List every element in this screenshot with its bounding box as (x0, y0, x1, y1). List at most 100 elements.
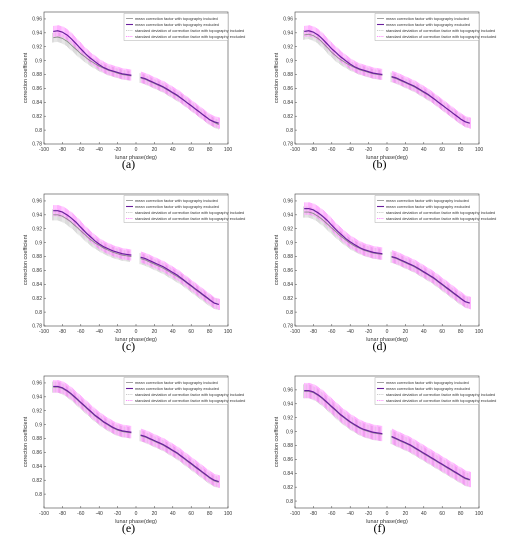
legend-entry: mean correction factor with topography i… (386, 16, 469, 21)
y-tick-label: 0.88 (32, 72, 42, 78)
x-tick-label: -100 (290, 147, 300, 153)
legend-box (374, 13, 480, 41)
y-tick-label: 0.78 (283, 142, 293, 148)
y-tick-label: 0.8 (35, 310, 42, 316)
x-tick-label: 80 (207, 329, 213, 335)
x-tick-label: -80 (59, 511, 66, 517)
mean-line-excluded (391, 255, 470, 304)
x-tick-label: 60 (439, 511, 445, 517)
x-tick-label: 60 (439, 147, 445, 153)
y-tick-label: 0.96 (32, 17, 42, 23)
y-tick-label: 0.82 (32, 478, 42, 484)
y-tick-label: 0.9 (35, 240, 42, 246)
mean-line-excluded (53, 385, 132, 433)
chart-svg: -100 -80 -60 -40 -20 0 20 40 60 80 100 0.78 0.8 0.82 0… (274, 11, 496, 161)
y-tick-label: 0.86 (283, 268, 293, 274)
y-tick-label: 0.86 (283, 457, 293, 463)
y-tick-label: 0.92 (283, 226, 293, 232)
y-tick-label: 0.84 (32, 282, 42, 288)
y-axis-label: correction coefficient (23, 416, 29, 467)
mean-line-included (304, 211, 383, 255)
legend-entry: standard deviation of correction factor … (386, 210, 495, 215)
x-tick-label: -100 (39, 329, 49, 335)
y-tick-label: 0.9 (286, 240, 293, 246)
mean-line-included (304, 33, 383, 76)
y-tick-label: 0.94 (283, 31, 293, 37)
y-tick-label: 0.96 (283, 199, 293, 205)
y-tick-label: 0.94 (283, 401, 293, 407)
y-axis-label: correction coefficient (274, 52, 280, 103)
x-tick-label: 80 (207, 147, 213, 153)
x-tick-label: 20 (403, 511, 409, 517)
mean-line-excluded (304, 30, 383, 76)
panel-label: (a) (121, 157, 136, 171)
x-tick-label: 20 (403, 147, 409, 153)
y-tick-label: 0.92 (283, 415, 293, 421)
y-tick-label: 0.86 (32, 450, 42, 456)
x-tick-label: -40 (96, 147, 103, 153)
y-tick-label: 0.84 (32, 100, 42, 106)
y-tick-label: 0.78 (32, 324, 42, 330)
x-tick-label: -60 (328, 329, 335, 335)
legend-entry: mean correction factor with topography e… (386, 204, 470, 209)
y-tick-label: 0.92 (32, 226, 42, 232)
legend-entry: mean correction factor with topography e… (386, 22, 470, 27)
y-tick-label: 0.94 (283, 213, 293, 219)
x-tick-label: -20 (365, 329, 372, 335)
y-axis-label: correction coefficient (274, 234, 280, 285)
x-tick-label: 60 (188, 511, 194, 517)
x-tick-label: 80 (207, 511, 213, 517)
x-tick-label: 100 (475, 147, 484, 153)
y-tick-label: 0.92 (32, 44, 42, 50)
legend-entry: standard deviation of correction factor … (386, 34, 496, 39)
legend-entry: mean correction factor with topography i… (386, 380, 469, 385)
x-tick-label: -60 (77, 511, 84, 517)
legend-entry: mean correction factor with topography e… (135, 204, 219, 209)
y-tick-label: 0.8 (286, 310, 293, 316)
chart-panel: -100 -80 -60 -40 -20 0 20 40 60 80 100 0.78 0.8 0.82 0… (6, 4, 251, 172)
y-tick-label: 0.82 (283, 485, 293, 491)
mean-line-excluded (140, 76, 219, 124)
chart-svg: -100 -80 -60 -40 -20 0 20 40 60 80 100 0.8 0.82 0.84 0… (23, 375, 245, 525)
x-tick-label: -20 (114, 147, 121, 153)
x-tick-label: -100 (39, 147, 49, 153)
x-tick-label: 0 (135, 511, 138, 517)
legend-box (123, 195, 229, 223)
mean-line-included (53, 36, 132, 77)
y-tick-label: 0.9 (286, 429, 293, 435)
mean-line-excluded (53, 30, 132, 76)
legend-box (374, 195, 480, 223)
x-tick-label: 100 (475, 511, 484, 517)
x-axis-label: lunar phase(deg) (366, 155, 408, 161)
x-tick-label: -60 (77, 329, 84, 335)
y-axis-label: correction coefficient (23, 52, 29, 103)
x-tick-label: 80 (458, 147, 464, 153)
legend-box (123, 13, 229, 41)
x-tick-label: -100 (39, 511, 49, 517)
x-tick-label: -20 (365, 511, 372, 517)
x-tick-label: -100 (290, 329, 300, 335)
legend-entry: standard deviation of correction factor … (386, 216, 496, 221)
y-tick-label: 0.82 (32, 114, 42, 120)
x-tick-label: -20 (365, 147, 372, 153)
x-tick-label: 0 (135, 147, 138, 153)
y-tick-label: 0.96 (283, 388, 293, 394)
chart-panel: -100 -80 -60 -40 -20 0 20 40 60 80 100 0.8 0.82 0.84 0… (6, 368, 251, 536)
y-tick-label: 0.8 (35, 492, 42, 498)
y-tick-label: 0.82 (283, 114, 293, 120)
chart-svg: -100 -80 -60 -40 -20 0 20 40 60 80 100 0.78 0.8 0.82 0… (274, 193, 496, 343)
legend-entry: mean correction factor with topography i… (386, 198, 469, 203)
chart-panel: -100 -80 -60 -40 -20 0 20 40 60 80 100 0.78 0.8 0.82 0… (257, 186, 502, 354)
legend-entry: mean correction factor with topography e… (135, 386, 219, 391)
panel-label: (b) (372, 157, 387, 171)
y-tick-label: 0.86 (32, 268, 42, 274)
x-tick-label: -40 (347, 147, 354, 153)
x-tick-label: -60 (328, 511, 335, 517)
legend-entry: mean correction factor with topography i… (135, 16, 218, 21)
x-axis-label: lunar phase(deg) (366, 337, 408, 343)
y-tick-label: 0.84 (283, 100, 293, 106)
x-tick-label: 20 (152, 511, 158, 517)
panel-label: (c) (121, 339, 136, 353)
y-tick-label: 0.88 (283, 72, 293, 78)
chart-panel: -100 -80 -60 -40 -20 0 20 40 60 80 100 0.78 0.8 0.82 0… (257, 4, 502, 172)
